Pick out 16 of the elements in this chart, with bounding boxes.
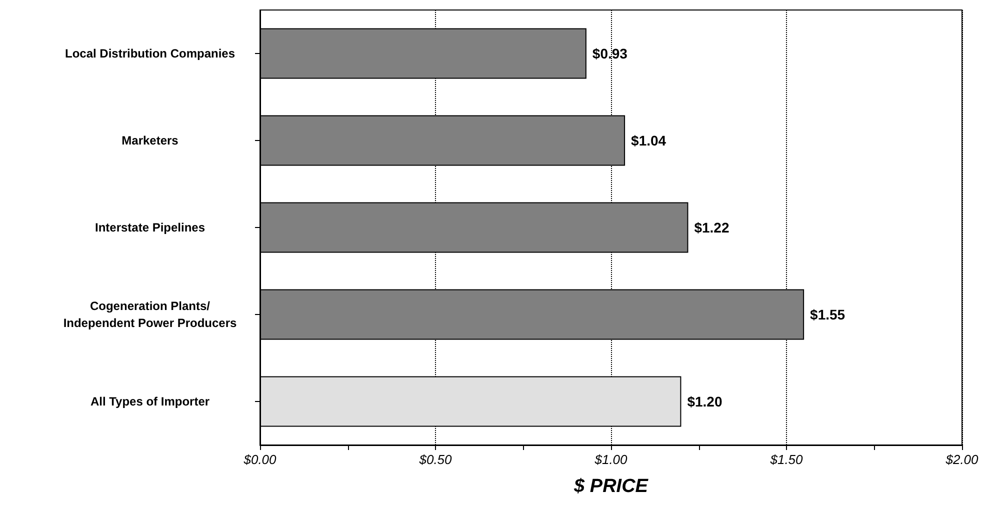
x-tick-label: $1.00 [594,452,628,467]
data-label: $1.20 [687,394,722,410]
y-tick-label: Cogeneration Plants/ Independent Power Producers [63,299,238,330]
y-tick-label: Local Distribution Companies [64,46,236,60]
x-axis-title: $ PRICE [573,476,650,497]
data-label: $1.22 [694,220,730,236]
x-tick-label: $1.50 [769,452,804,467]
x-tick-label: $0.50 [418,452,453,467]
data-label: $1.04 [631,132,666,148]
x-tick-label: $0.00 [242,452,278,467]
y-tick-label: Interstate Pipelines [94,220,206,234]
y-tick-label: All Types of Importer [90,394,210,408]
data-label: $1.55 [810,306,846,322]
x-tick-label: $2.00 [944,452,980,467]
data-label: $0.93 [592,46,628,62]
y-tick-label: Marketers [122,134,179,148]
